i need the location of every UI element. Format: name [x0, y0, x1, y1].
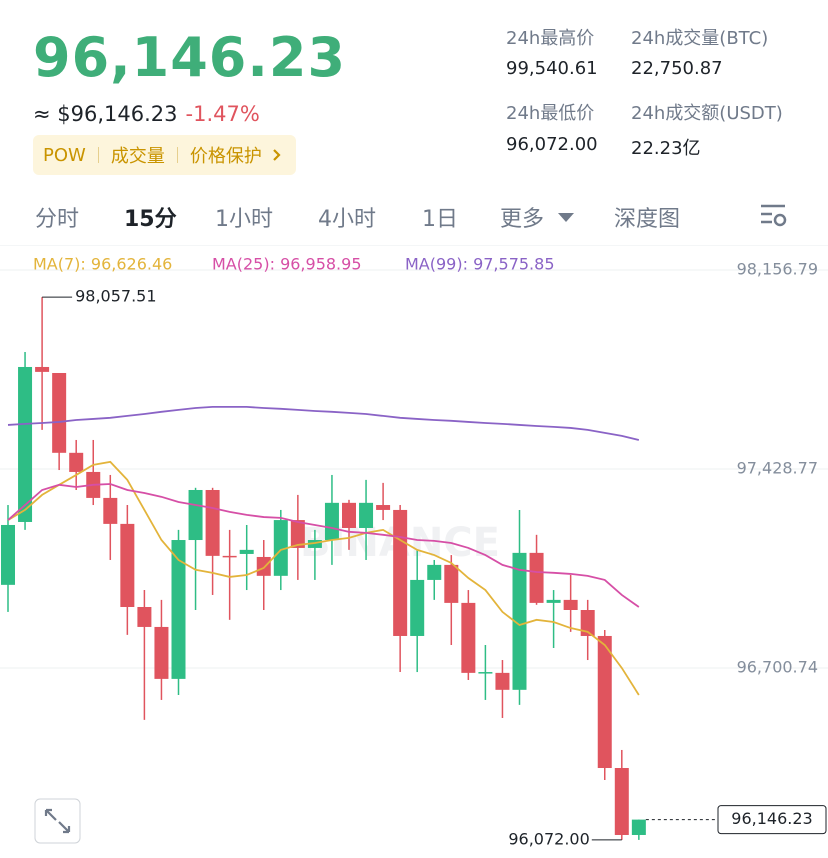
candle-body: [427, 564, 442, 580]
candle-body: [376, 505, 391, 510]
last-price: 96,146.23: [33, 26, 347, 89]
stat-value: 22.23亿: [631, 138, 701, 159]
y-tick-label: 97,428.77: [737, 459, 818, 478]
legend-entry: MA(25): 96,958.95: [212, 255, 362, 274]
candle-body: [171, 540, 186, 679]
candle-body: [120, 523, 135, 607]
tab[interactable]: 分时: [35, 207, 80, 232]
tab[interactable]: 4小时: [318, 207, 376, 232]
y-tick-label: 96,700.74: [737, 658, 818, 677]
legend-entry: MA(99): 97,575.85: [405, 255, 555, 274]
tab[interactable]: 15分: [124, 207, 177, 232]
candle-body: [444, 564, 459, 603]
dropdown-arrow: [558, 213, 574, 222]
candle-body: [52, 372, 67, 453]
stat-label: 24h最低价: [506, 103, 595, 124]
tab[interactable]: 深度图: [614, 207, 681, 232]
candle-body: [307, 540, 322, 548]
change: -1.47%: [185, 102, 260, 126]
stat-value: 96,072.00: [506, 134, 598, 155]
candle-body: [597, 635, 612, 769]
tag[interactable]: 价格保护: [189, 146, 262, 167]
fullscreen-button[interactable]: [34, 798, 81, 844]
candle-body: [631, 819, 646, 835]
stat-label: 24h最高价: [506, 28, 595, 49]
chevron: [273, 149, 281, 161]
stat-value: 22,750.87: [631, 58, 723, 79]
candle-body: [69, 452, 84, 472]
last-price-box: [717, 805, 827, 835]
candle-body: [495, 672, 510, 690]
candle-body: [1, 524, 15, 585]
y-tick-label: 98,156.79: [737, 259, 818, 278]
tab[interactable]: 1日: [422, 207, 458, 232]
candle-body: [290, 520, 305, 548]
candle-body: [256, 556, 271, 576]
candle-body: [614, 768, 629, 835]
tabs: 分时 15分 1小时 4小时 1日 更多 深度图: [0, 195, 828, 239]
tab[interactable]: 1小时: [215, 207, 273, 232]
candle-body: [103, 497, 118, 524]
candle-body: [188, 489, 203, 541]
ma-line: [7, 405, 640, 441]
candle-body: [239, 549, 254, 554]
stat-label: 24h成交额(USDT): [631, 103, 783, 124]
ma-line: [7, 483, 640, 608]
candle-body: [137, 606, 152, 627]
last-price-label: 96,146.23: [731, 809, 812, 828]
tag[interactable]: POW: [43, 144, 86, 166]
low-label: 96,072.00: [508, 829, 589, 848]
approx-price: ≈ $96,146.23: [33, 102, 178, 126]
candle-body: [324, 502, 339, 541]
candle-body: [410, 579, 425, 636]
candle-body: [205, 489, 220, 556]
candle-body: [546, 599, 561, 603]
tab[interactable]: 更多: [500, 207, 545, 232]
candle-body: [563, 599, 578, 611]
tag[interactable]: 成交量: [110, 146, 165, 167]
candle-body: [393, 509, 408, 636]
candle-body: [461, 602, 476, 673]
candle-body: [273, 520, 288, 576]
kline-chart: BINANCE 98,156.7997,428.7796,700.74MA(7)…: [0, 245, 828, 848]
legend-entry: MA(7): 96,626.46: [33, 255, 172, 274]
stat-value: 99,540.61: [506, 58, 598, 79]
candle-body: [342, 502, 356, 528]
candle-body: [512, 552, 527, 690]
tags[interactable]: POW 成交量 价格保护: [33, 135, 296, 175]
price-sub: ≈ $96,146.23 -1.47%: [33, 102, 260, 126]
candle-body: [18, 366, 33, 522]
candle-body: [222, 555, 237, 558]
candle-body: [529, 552, 544, 603]
candle-body: [154, 626, 169, 679]
ma-line: [7, 460, 640, 696]
candle-body: [478, 672, 493, 674]
high-label: 98,057.51: [75, 287, 156, 306]
candle-body: [580, 610, 595, 636]
stat-label: 24h成交量(BTC): [631, 28, 769, 49]
candle-body: [35, 366, 50, 372]
candle-body: [359, 502, 374, 528]
settings-icon[interactable]: [758, 201, 790, 231]
